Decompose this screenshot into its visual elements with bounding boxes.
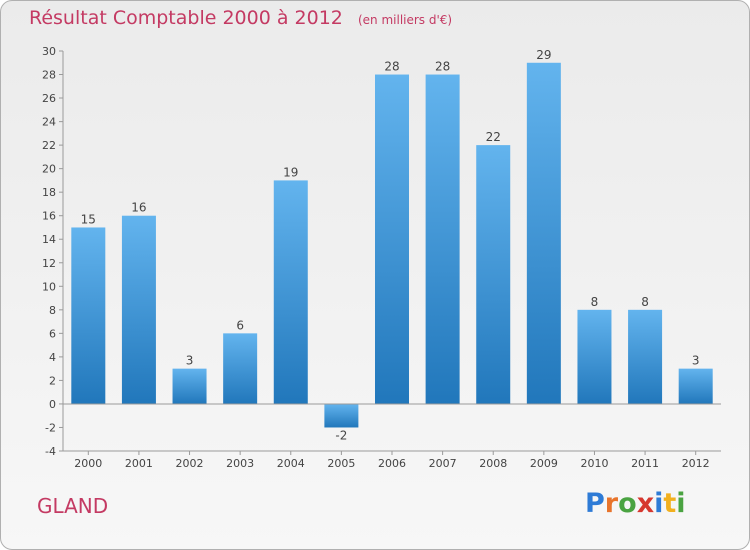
logo-letter: t bbox=[663, 488, 677, 519]
logo-letter: r bbox=[604, 488, 619, 519]
y-tick-label: 30 bbox=[42, 45, 56, 58]
data-label-2004: 19 bbox=[283, 165, 298, 179]
bar-2012 bbox=[678, 368, 713, 404]
x-tick-label-2007: 2007 bbox=[429, 457, 457, 470]
y-tick-label: 6 bbox=[49, 327, 56, 340]
x-tick-label-2003: 2003 bbox=[226, 457, 254, 470]
proxiti-logo: Proxiti bbox=[585, 488, 686, 519]
bar-2007 bbox=[425, 74, 460, 404]
bar-2008 bbox=[476, 145, 511, 404]
logo-letter: o bbox=[618, 488, 637, 519]
bar-2006 bbox=[375, 74, 409, 404]
y-tick-label: 26 bbox=[42, 92, 56, 105]
y-tick-label: 24 bbox=[42, 116, 56, 129]
commune-name: GLAND bbox=[37, 494, 109, 518]
logo-letter: P bbox=[585, 488, 605, 519]
data-label-2007: 28 bbox=[435, 60, 450, 74]
data-label-2003: 6 bbox=[236, 318, 244, 332]
y-tick-label: 22 bbox=[42, 139, 56, 152]
x-tick-label-2005: 2005 bbox=[327, 457, 355, 470]
x-tick-label-2008: 2008 bbox=[479, 457, 507, 470]
x-tick-label-2006: 2006 bbox=[378, 457, 406, 470]
y-tick-label: 2 bbox=[49, 374, 56, 387]
data-label-2008: 22 bbox=[486, 130, 501, 144]
bar-2010 bbox=[577, 309, 612, 404]
data-label-2001: 16 bbox=[131, 201, 146, 215]
bar-2004 bbox=[273, 180, 308, 404]
bar-2000 bbox=[71, 227, 106, 404]
logo-letter: i bbox=[654, 488, 664, 519]
y-tick-label: -4 bbox=[45, 445, 56, 458]
bars-layer: 15 16 3 6 19 -2 28 28 22 29 8 8 3 bbox=[71, 48, 713, 442]
data-label-2011: 8 bbox=[641, 295, 649, 309]
axes-layer: 2000 2001 2002 2003 2004 2005 2006 2007 2008 2009… bbox=[42, 45, 721, 470]
bar-2011 bbox=[628, 309, 663, 404]
y-tick-label: 16 bbox=[42, 210, 56, 223]
data-label-2012: 3 bbox=[692, 354, 700, 368]
data-label-2010: 8 bbox=[591, 295, 599, 309]
y-tick-label: 8 bbox=[49, 304, 56, 317]
logo-letter: i bbox=[676, 488, 686, 519]
x-tick-label-2010: 2010 bbox=[580, 457, 608, 470]
x-tick-label-2000: 2000 bbox=[74, 457, 102, 470]
data-label-2006: 28 bbox=[384, 60, 399, 74]
y-tick-label: 4 bbox=[49, 351, 56, 364]
data-label-2005: -2 bbox=[335, 428, 347, 442]
chart-title: Résultat Comptable 2000 à 2012 bbox=[29, 7, 343, 29]
x-tick-label-2011: 2011 bbox=[631, 457, 659, 470]
bar-2005 bbox=[324, 403, 359, 428]
chart-subtitle: (en milliers d'€) bbox=[357, 13, 453, 27]
x-tick-label-2002: 2002 bbox=[176, 457, 204, 470]
x-tick-label-2001: 2001 bbox=[125, 457, 153, 470]
y-tick-label: -2 bbox=[45, 421, 56, 434]
y-tick-label: 14 bbox=[42, 233, 56, 246]
data-label-2002: 3 bbox=[186, 354, 194, 368]
x-tick-label-2012: 2012 bbox=[682, 457, 710, 470]
y-tick-label: 0 bbox=[49, 398, 56, 411]
bar-2002 bbox=[172, 368, 207, 404]
x-tick-label-2009: 2009 bbox=[530, 457, 558, 470]
y-tick-label: 18 bbox=[42, 186, 56, 199]
y-tick-label: 12 bbox=[42, 257, 56, 270]
x-tick-label-2004: 2004 bbox=[277, 457, 305, 470]
chart-header: Résultat Comptable 2000 à 2012 (en milli… bbox=[29, 7, 452, 29]
data-label-2000: 15 bbox=[81, 212, 96, 226]
y-tick-label: 28 bbox=[42, 69, 56, 82]
logo-letter: x bbox=[636, 488, 655, 519]
bar-2001 bbox=[121, 215, 156, 404]
bar-2009 bbox=[526, 62, 561, 404]
bar-2003 bbox=[223, 333, 258, 404]
data-label-2009: 29 bbox=[536, 48, 551, 62]
y-tick-label: 20 bbox=[42, 163, 56, 176]
y-tick-label: 10 bbox=[42, 280, 56, 293]
